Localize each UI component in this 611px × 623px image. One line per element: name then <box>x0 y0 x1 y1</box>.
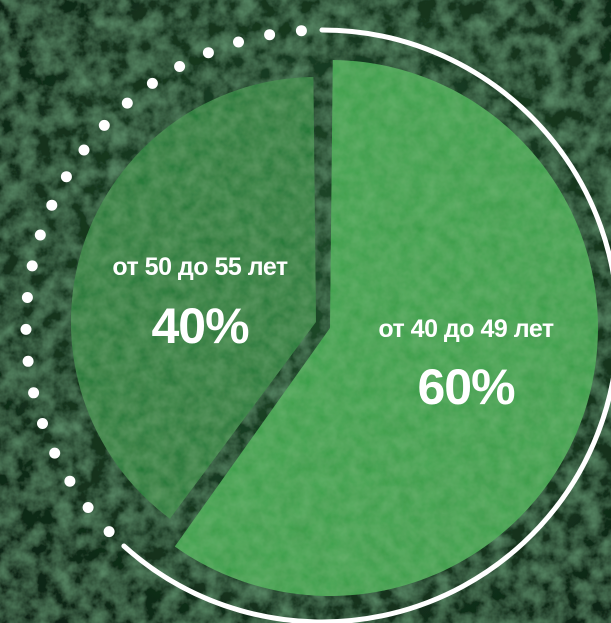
outer-ring <box>20 25 611 623</box>
outer-ring-dot <box>64 475 76 487</box>
outer-ring-dot <box>202 47 214 59</box>
outer-ring-dot <box>174 61 186 72</box>
outer-ring-dot <box>82 502 94 513</box>
outer-ring-dot <box>21 292 33 303</box>
slice-label-group-1: от 50 до 55 лет 40% <box>112 253 288 354</box>
outer-ring-dot <box>264 29 276 41</box>
outer-ring-dot <box>46 199 58 211</box>
outer-ring-dot <box>98 119 110 131</box>
pie-slice-1 <box>70 77 316 519</box>
outer-ring-dot <box>49 447 61 459</box>
outer-ring-dot <box>26 260 38 272</box>
outer-ring-dot <box>37 418 48 429</box>
outer-ring-dot <box>233 36 244 48</box>
outer-ring-dot <box>20 323 32 335</box>
outer-ring-dot <box>295 25 307 37</box>
slice-label-group-0: от 40 до 49 лет 60% <box>378 315 554 415</box>
slice-category-label: от 50 до 55 лет <box>112 253 288 281</box>
slice-value-label: 60% <box>417 359 515 415</box>
outer-ring-dot <box>28 387 40 399</box>
slice-category-label: от 40 до 49 лет <box>378 315 554 343</box>
outer-ring-dot <box>60 171 72 183</box>
slice-value-label: 40% <box>151 298 249 354</box>
outer-ring-dot <box>103 526 115 538</box>
pie-slice-0 <box>174 60 598 596</box>
outer-ring-dot <box>121 97 133 109</box>
outer-ring-dot <box>22 355 34 367</box>
outer-ring-dot <box>34 229 46 241</box>
outer-ring-dot <box>78 144 90 156</box>
outer-ring-arc <box>121 27 611 623</box>
outer-ring-dot <box>146 77 158 89</box>
pie-slices <box>70 60 598 596</box>
